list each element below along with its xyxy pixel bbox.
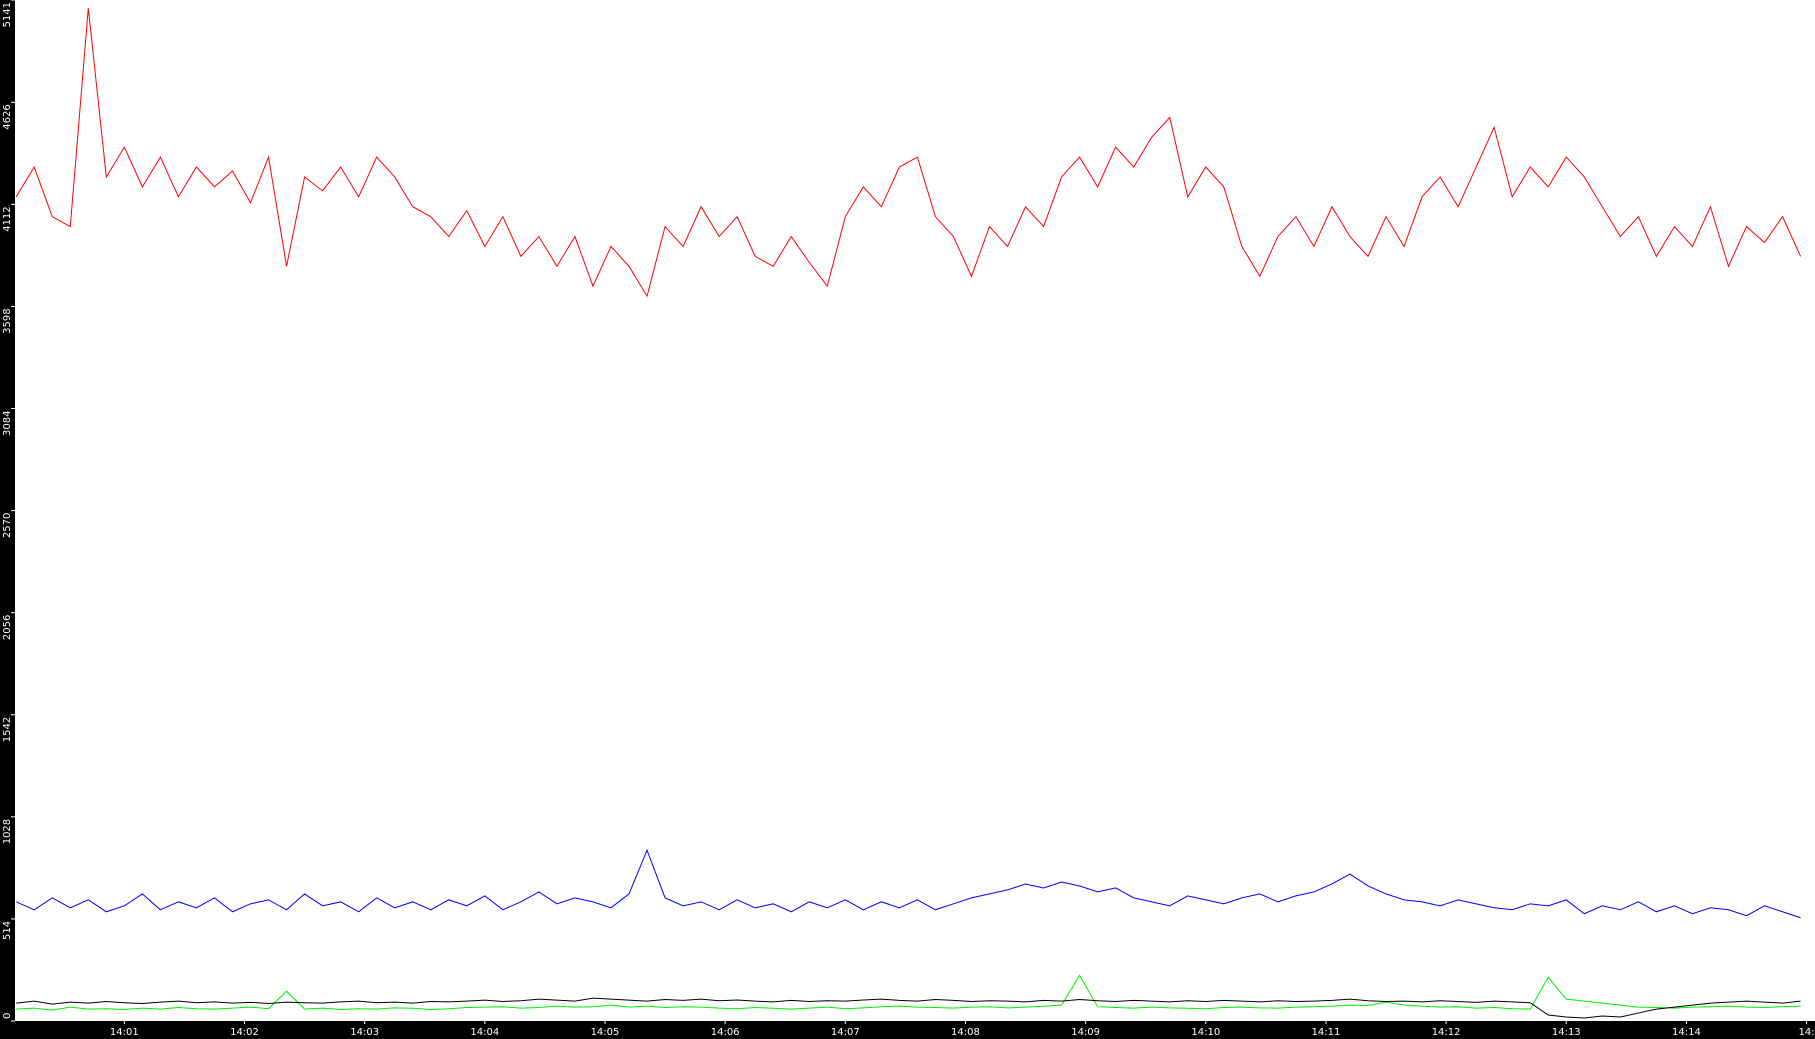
- x-tick-label: 14:08: [951, 1027, 980, 1038]
- x-tick-label: 14:12: [1432, 1027, 1461, 1038]
- x-tick-label: 14:10: [1191, 1027, 1220, 1038]
- x-tick-label: 14:01: [110, 1027, 139, 1038]
- y-tick-label: 0: [2, 1013, 13, 1019]
- y-tick-label: 1028: [2, 819, 13, 844]
- x-tick-label: 14:03: [350, 1027, 379, 1038]
- y-tick-label: 4626: [2, 104, 13, 129]
- x-axis-bar: [0, 1021, 1815, 1039]
- x-tick-label: 14:13: [1552, 1027, 1581, 1038]
- y-axis-bar: [0, 0, 15, 1039]
- y-tick-label: 5141: [2, 2, 13, 27]
- y-tick-label: 4112: [2, 206, 13, 231]
- y-tick-label: 2570: [2, 513, 13, 538]
- y-tick-label: 2056: [2, 615, 13, 640]
- x-tick-label: 14:: [1799, 1027, 1815, 1038]
- y-tick-label: 3598: [2, 308, 13, 333]
- x-tick-label: 14:09: [1071, 1027, 1100, 1038]
- y-tick-label: 3084: [2, 411, 13, 436]
- series-line: [16, 997, 1801, 1019]
- x-tick-label: 14:05: [591, 1027, 620, 1038]
- x-tick-label: 14:07: [831, 1027, 860, 1038]
- x-tick-label: 14:14: [1672, 1027, 1701, 1038]
- x-tick-label: 14:11: [1312, 1027, 1341, 1038]
- series-line: [15, 8, 1802, 298]
- series-line: [15, 848, 1801, 919]
- x-tick-label: 14:02: [230, 1027, 259, 1038]
- y-tick-label: 1542: [2, 717, 13, 742]
- x-tick-label: 14:04: [470, 1027, 499, 1038]
- x-tick-label: 14:06: [711, 1027, 740, 1038]
- series-line: [16, 974, 1801, 1011]
- y-tick-label: 514: [2, 921, 13, 940]
